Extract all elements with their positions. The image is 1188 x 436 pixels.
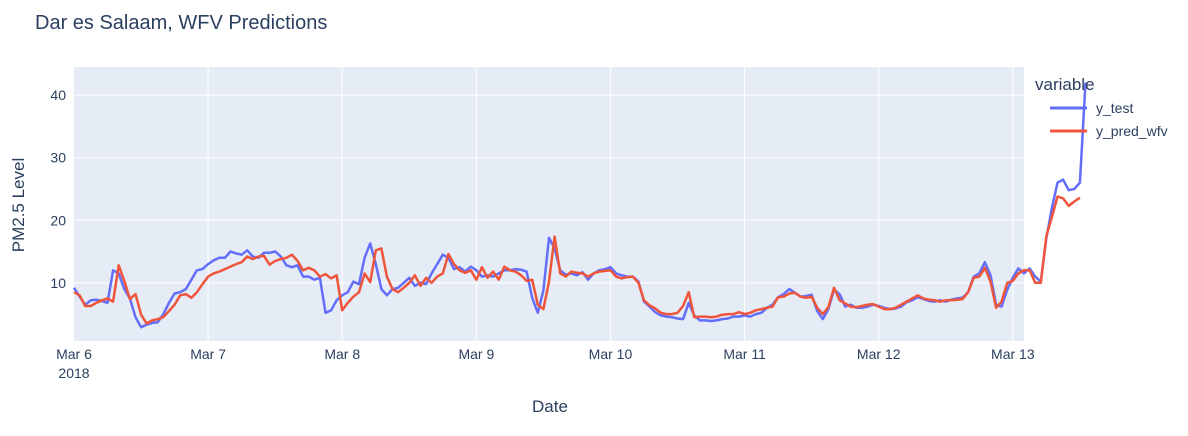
x-tick-label: Mar 6 xyxy=(56,346,92,362)
chart-title: Dar es Salaam, WFV Predictions xyxy=(35,12,327,34)
gridlines xyxy=(74,67,1024,341)
x-tick-year-label: 2018 xyxy=(58,365,89,381)
legend-label-y-pred-wfv: y_pred_wfv xyxy=(1096,123,1168,139)
legend-title: variable xyxy=(1035,75,1095,94)
y-tick-label: 30 xyxy=(50,150,66,166)
y-axis-ticks: 10 20 30 40 xyxy=(50,87,66,291)
legend-item-y-pred-wfv[interactable]: y_pred_wfv xyxy=(1050,123,1168,139)
y-axis-title: PM2.5 Level xyxy=(9,158,28,253)
x-axis-ticks: Mar 6 2018 Mar 7 Mar 8 Mar 9 Mar 10 Mar 11 Mar … xyxy=(56,346,1035,381)
y-tick-label: 10 xyxy=(50,275,66,291)
x-tick-label: Mar 12 xyxy=(857,346,901,362)
x-tick-label: Mar 13 xyxy=(991,346,1035,362)
x-tick-label: Mar 9 xyxy=(458,346,494,362)
x-tick-label: Mar 7 xyxy=(190,346,226,362)
y-tick-label: 40 xyxy=(50,87,66,103)
x-tick-label: Mar 11 xyxy=(723,346,766,362)
x-tick-label: Mar 8 xyxy=(324,346,360,362)
series-line-y-pred-wfv xyxy=(73,195,1081,325)
legend-item-y-test[interactable]: y_test xyxy=(1050,100,1133,116)
y-tick-label: 20 xyxy=(50,212,66,228)
legend-label-y-test: y_test xyxy=(1096,100,1133,116)
plot-background xyxy=(74,67,1024,341)
x-axis-title: Date xyxy=(532,397,568,416)
x-tick-label: Mar 10 xyxy=(589,346,633,362)
series-lines xyxy=(72,82,1087,329)
legend: variable y_test y_pred_wfv xyxy=(1035,75,1168,139)
